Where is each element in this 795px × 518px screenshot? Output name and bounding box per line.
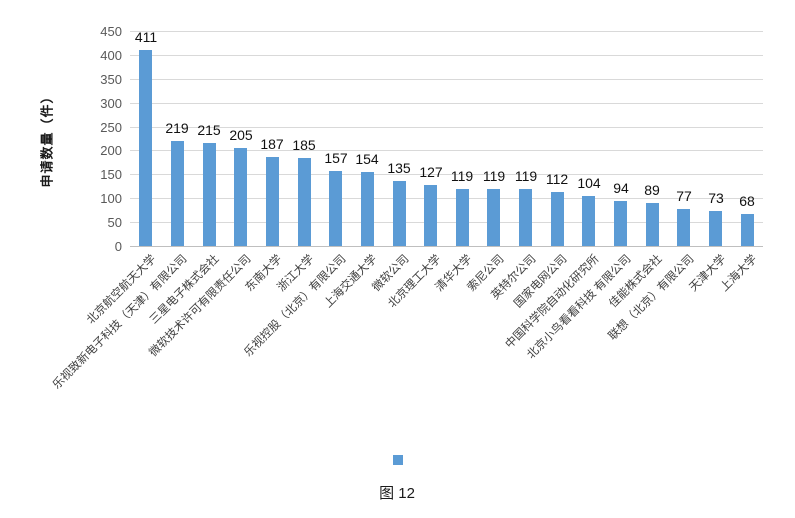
y-tick-label: 350	[100, 72, 122, 87]
value-label: 185	[292, 137, 316, 153]
y-tick-label: 450	[100, 24, 122, 39]
value-label: 77	[676, 188, 692, 204]
y-tick-label: 400	[100, 48, 122, 63]
figure-caption: 图 12	[379, 485, 415, 502]
value-label: 94	[613, 180, 629, 196]
gridline	[130, 150, 763, 151]
value-label: 73	[708, 190, 724, 206]
y-axis-title: 申请数量（件）	[39, 89, 55, 188]
value-label: 215	[197, 122, 221, 138]
gridline	[130, 31, 763, 32]
x-axis-line	[130, 246, 763, 247]
value-label: 104	[577, 175, 601, 191]
bar	[361, 172, 374, 246]
gridline	[130, 103, 763, 104]
y-tick-label: 300	[100, 96, 122, 111]
bar	[234, 148, 247, 246]
y-tick-label: 100	[100, 191, 122, 206]
bar	[582, 196, 595, 246]
value-label: 187	[260, 136, 284, 152]
bar	[709, 211, 722, 246]
bar	[266, 157, 279, 246]
value-label: 157	[324, 150, 348, 166]
value-label: 127	[419, 164, 443, 180]
value-label: 119	[514, 168, 538, 184]
bar	[456, 189, 469, 246]
bar	[424, 185, 437, 246]
gridline	[130, 198, 763, 199]
value-label: 119	[450, 168, 474, 184]
y-tick-label: 50	[107, 215, 122, 230]
y-tick-label: 200	[100, 143, 122, 158]
value-label: 112	[545, 171, 569, 187]
bar	[519, 189, 532, 246]
bar	[677, 209, 690, 246]
value-label: 89	[644, 182, 660, 198]
bar	[741, 214, 754, 246]
value-label: 205	[229, 127, 253, 143]
value-label: 135	[387, 160, 411, 176]
gridline	[130, 127, 763, 128]
bar	[551, 192, 564, 246]
gridline	[130, 55, 763, 56]
bar	[329, 171, 342, 246]
bar	[171, 141, 184, 246]
bar	[487, 189, 500, 246]
y-tick-label: 0	[114, 239, 122, 254]
value-label: 119	[482, 168, 506, 184]
value-label: 154	[355, 151, 379, 167]
gridline	[130, 174, 763, 175]
y-tick-label: 250	[100, 120, 122, 135]
y-tick-label: 150	[100, 167, 122, 182]
bar	[139, 50, 152, 246]
value-label: 68	[739, 193, 755, 209]
bar	[614, 201, 627, 246]
gridline	[130, 222, 763, 223]
legend-marker-square	[393, 455, 403, 465]
bar	[393, 181, 406, 246]
gridline	[130, 79, 763, 80]
bar	[646, 203, 659, 246]
value-label: 219	[165, 120, 189, 136]
bar	[298, 158, 311, 246]
value-label: 411	[134, 29, 158, 45]
bar	[203, 143, 216, 246]
